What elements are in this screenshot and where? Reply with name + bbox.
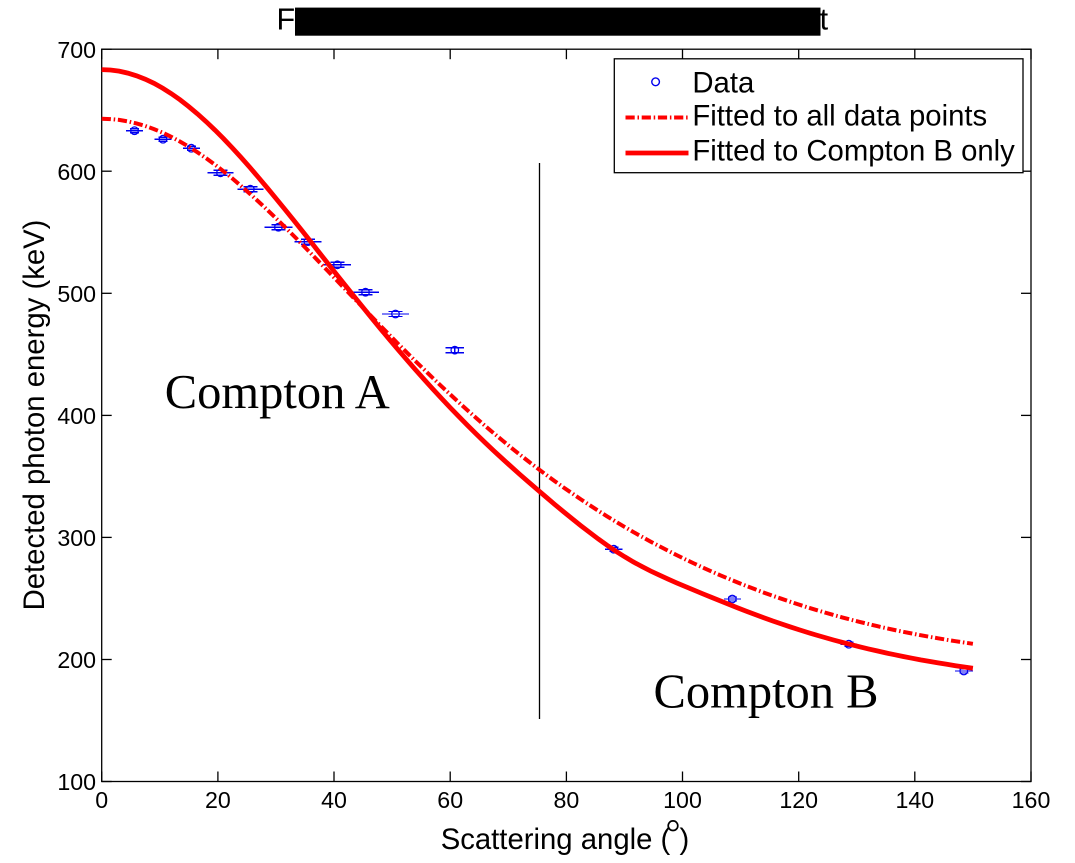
svg-text:Data: Data xyxy=(692,67,755,100)
svg-text:400: 400 xyxy=(57,403,96,429)
svg-text:Compton A: Compton A xyxy=(165,366,390,419)
svg-text:500: 500 xyxy=(57,281,96,307)
svg-text:80: 80 xyxy=(554,787,580,813)
svg-text:700: 700 xyxy=(57,37,96,63)
svg-text:Fitted to Compton B only: Fitted to Compton B only xyxy=(692,134,1015,167)
svg-text:t: t xyxy=(820,3,829,37)
svg-text:140: 140 xyxy=(895,787,934,813)
svg-text:Scattering angle (: Scattering angle ( xyxy=(441,823,671,856)
svg-text:F: F xyxy=(277,3,296,37)
svg-text:Fitted to all data points: Fitted to all data points xyxy=(692,100,987,133)
svg-text:300: 300 xyxy=(57,525,96,551)
svg-text:Compton B: Compton B xyxy=(654,665,879,718)
svg-text:Detected photon energy (keV): Detected photon energy (keV) xyxy=(18,220,51,611)
svg-text:120: 120 xyxy=(779,787,818,813)
svg-text:160: 160 xyxy=(1012,787,1051,813)
svg-text:200: 200 xyxy=(57,647,96,673)
svg-text:): ) xyxy=(680,823,690,856)
svg-text:0: 0 xyxy=(95,787,108,813)
svg-text:100: 100 xyxy=(663,787,702,813)
svg-text:600: 600 xyxy=(57,159,96,185)
svg-text:100: 100 xyxy=(57,769,96,795)
svg-text:40: 40 xyxy=(321,787,347,813)
svg-text:20: 20 xyxy=(205,787,231,813)
svg-text:60: 60 xyxy=(437,787,463,813)
